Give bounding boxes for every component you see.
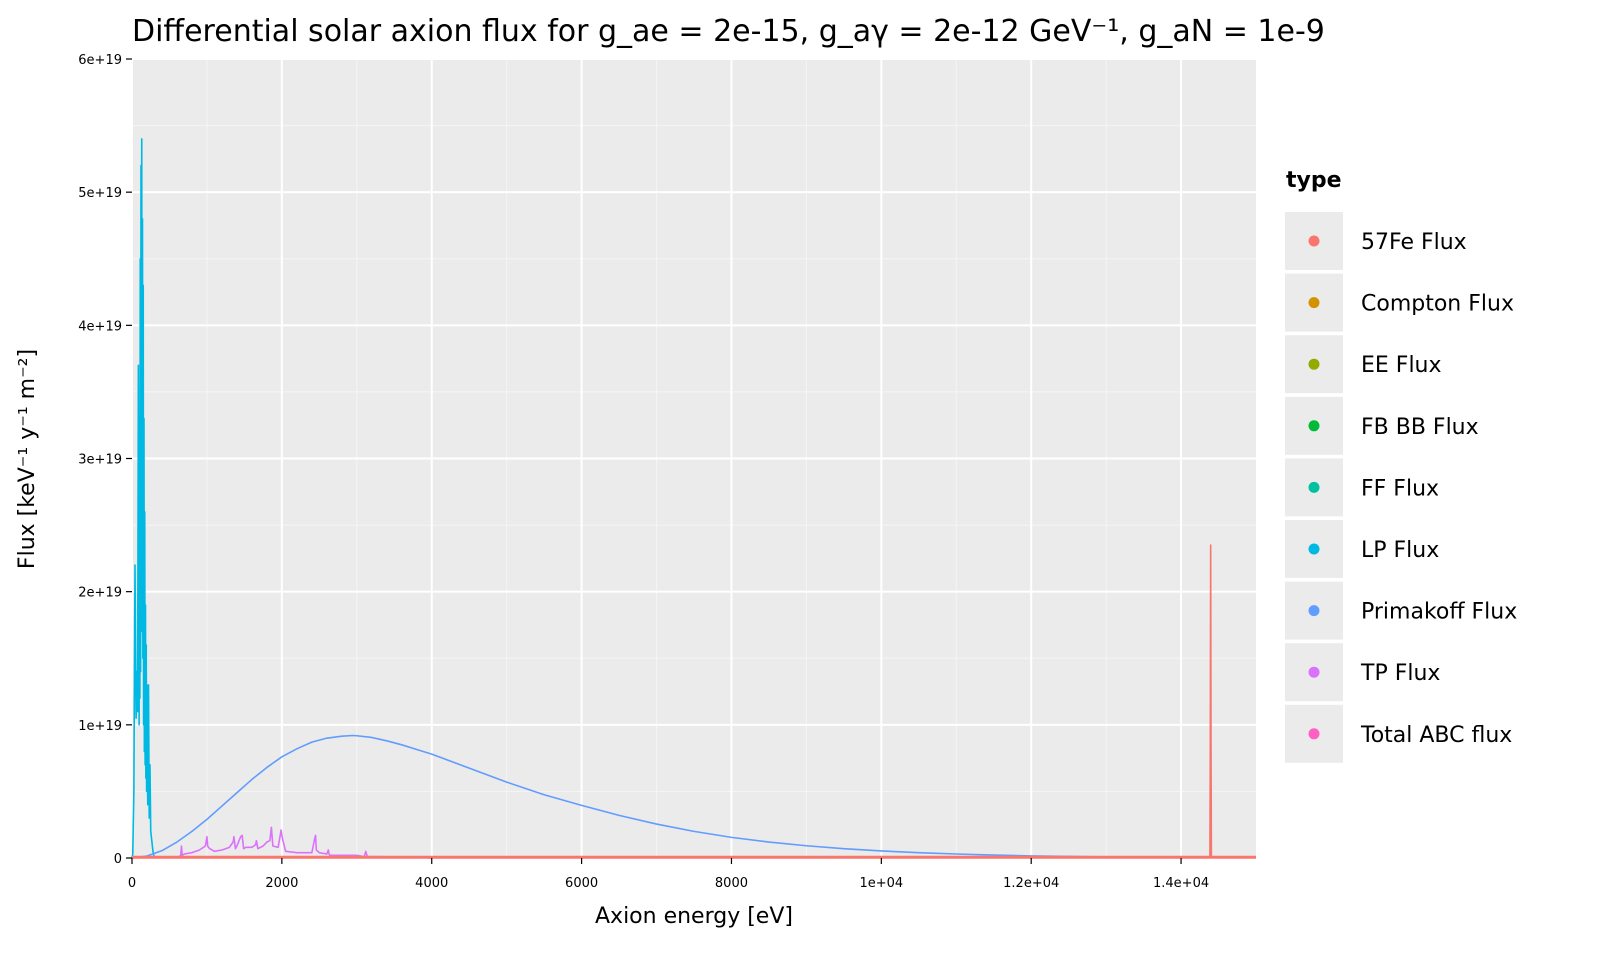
y-tick-label: 5e+19 (78, 186, 122, 201)
x-tick-label: 1.4e+04 (1153, 876, 1209, 891)
legend-dot (1308, 605, 1320, 617)
legend-label: LP Flux (1361, 538, 1439, 563)
x-tick-label: 6000 (565, 876, 598, 891)
legend: type 57Fe Flux Compton Flux EE Flux FB BB F… (1285, 168, 1517, 763)
legend-label: FB BB Flux (1361, 415, 1479, 440)
x-axis: 0 2000 4000 6000 8000 1e+04 1.2e+04 1.4e+04 (128, 858, 1209, 891)
legend-dot (1308, 666, 1320, 678)
legend-title: type (1286, 168, 1342, 193)
legend-dot (1308, 728, 1320, 740)
legend-dot (1308, 358, 1320, 370)
y-axis-label: Flux [keV⁻¹ y⁻¹ m⁻²] (15, 349, 40, 569)
chart-title: Differential solar axion flux for g_ae =… (132, 14, 1325, 49)
legend-dot (1308, 543, 1320, 555)
x-tick-label: 1.2e+04 (1003, 876, 1059, 891)
legend-label: FF Flux (1361, 476, 1439, 501)
legend-label: Compton Flux (1361, 292, 1514, 317)
legend-dot (1308, 481, 1320, 493)
y-tick-label: 0 (114, 852, 122, 867)
x-tick-label: 4000 (415, 876, 448, 891)
y-tick-label: 2e+19 (78, 586, 122, 601)
x-axis-label: Axion energy [eV] (595, 904, 793, 929)
x-tick-label: 0 (128, 876, 136, 891)
legend-label: EE Flux (1361, 353, 1442, 378)
series-line-lp-flux (131, 138, 156, 859)
series-group (131, 138, 1257, 859)
legend-dot (1308, 297, 1320, 309)
legend-label: Primakoff Flux (1361, 600, 1517, 625)
x-tick-label: 1e+04 (859, 876, 903, 891)
y-tick-label: 4e+19 (78, 319, 122, 334)
legend-label: 57Fe Flux (1361, 230, 1467, 255)
y-tick-label: 1e+19 (78, 719, 122, 734)
legend-label: TP Flux (1360, 661, 1440, 686)
y-tick-label: 6e+19 (78, 53, 122, 68)
x-tick-label: 2000 (265, 876, 298, 891)
series-line-primakoff-flux (131, 734, 1257, 859)
series-line-tp-flux (176, 826, 432, 859)
legend-label: Total ABC flux (1360, 723, 1512, 748)
y-axis: 0 1e+19 2e+19 3e+19 4e+19 5e+19 6e+19 (78, 53, 132, 867)
x-tick-label: 8000 (715, 876, 748, 891)
legend-dot (1308, 420, 1320, 432)
legend-dot (1308, 235, 1320, 247)
y-tick-label: 3e+19 (78, 453, 122, 468)
